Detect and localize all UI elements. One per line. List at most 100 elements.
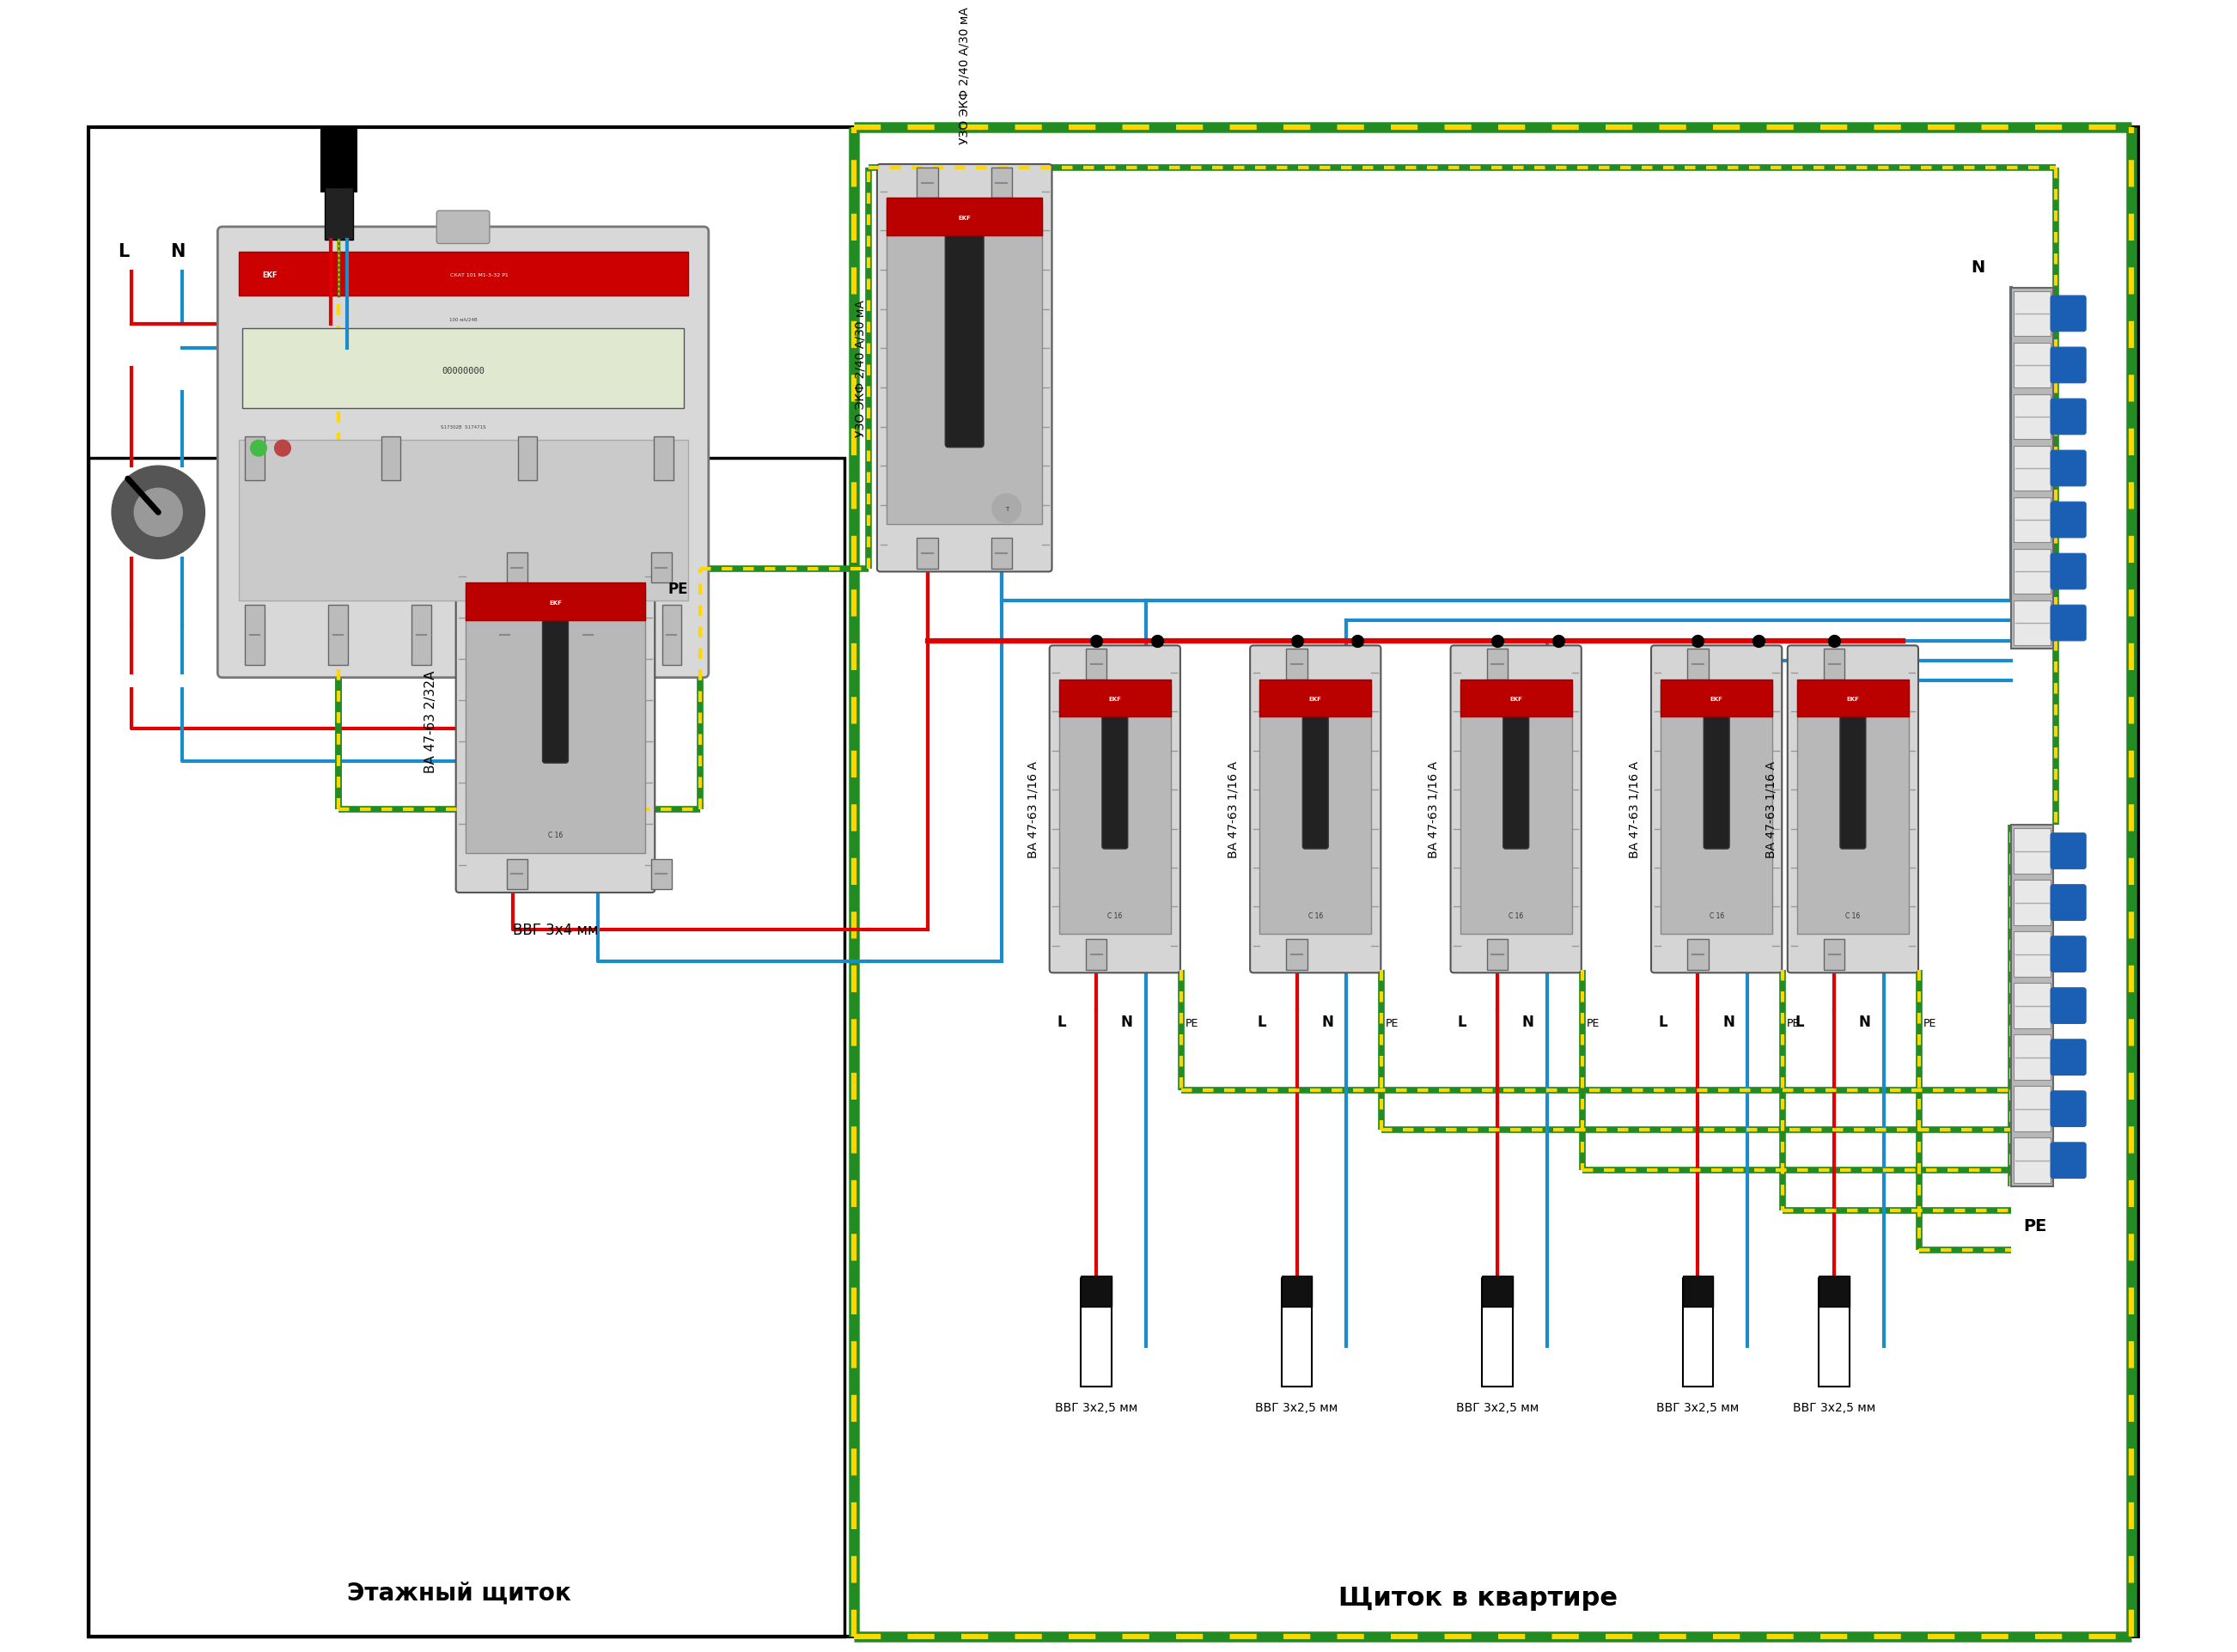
Bar bbox=[1488, 940, 1508, 970]
Bar bbox=[465, 590, 644, 854]
Bar bbox=[1259, 679, 1371, 717]
Bar bbox=[2013, 395, 2051, 439]
Bar bbox=[991, 539, 1011, 568]
Text: УЗО ЭКФ 2/40 А/30 мА: УЗО ЭКФ 2/40 А/30 мА bbox=[855, 301, 866, 438]
Bar bbox=[1282, 1277, 1313, 1307]
Text: N: N bbox=[1521, 1014, 1535, 1029]
Bar bbox=[2013, 344, 2051, 388]
Bar bbox=[412, 605, 432, 666]
Circle shape bbox=[275, 441, 291, 456]
Bar bbox=[1286, 649, 1306, 679]
Text: L: L bbox=[1658, 1014, 1667, 1029]
Bar bbox=[917, 539, 937, 568]
Bar bbox=[1682, 1277, 1714, 1307]
Text: L: L bbox=[119, 243, 130, 259]
FancyBboxPatch shape bbox=[1450, 646, 1582, 973]
Bar bbox=[2011, 289, 2054, 649]
Bar bbox=[465, 583, 644, 621]
Bar bbox=[651, 859, 671, 890]
Bar bbox=[380, 436, 400, 481]
Text: ВА 47-63 1/16 А: ВА 47-63 1/16 А bbox=[1228, 762, 1239, 857]
FancyBboxPatch shape bbox=[2051, 937, 2085, 973]
Text: ВВГ 3х2,5 мм: ВВГ 3х2,5 мм bbox=[1792, 1401, 1875, 1414]
FancyBboxPatch shape bbox=[1103, 707, 1127, 849]
Bar bbox=[579, 605, 597, 666]
FancyBboxPatch shape bbox=[2051, 885, 2085, 920]
Bar bbox=[1058, 679, 1170, 717]
Circle shape bbox=[251, 441, 266, 456]
FancyBboxPatch shape bbox=[2051, 1092, 2085, 1127]
Bar bbox=[2013, 932, 2051, 976]
Text: EKF: EKF bbox=[1309, 695, 1322, 702]
Text: ВА 47-63 1/16 А: ВА 47-63 1/16 А bbox=[1629, 762, 1640, 857]
Bar bbox=[242, 329, 685, 408]
Bar bbox=[239, 441, 687, 601]
Text: PE: PE bbox=[1924, 1018, 1937, 1029]
Bar bbox=[1819, 1277, 1850, 1307]
Text: S17302B  S17471S: S17302B S17471S bbox=[441, 425, 485, 430]
Bar bbox=[2013, 1087, 2051, 1132]
Bar bbox=[991, 169, 1011, 198]
FancyBboxPatch shape bbox=[1503, 707, 1528, 849]
FancyBboxPatch shape bbox=[1250, 646, 1380, 973]
FancyBboxPatch shape bbox=[877, 165, 1051, 572]
Text: 00000000: 00000000 bbox=[441, 367, 485, 375]
Text: C 16: C 16 bbox=[1107, 912, 1123, 919]
Text: Этажный щиток: Этажный щиток bbox=[347, 1581, 570, 1604]
Bar bbox=[2011, 826, 2054, 1186]
Text: EKF: EKF bbox=[1709, 695, 1722, 702]
Text: Щиток в квартире: Щиток в квартире bbox=[1338, 1586, 1617, 1611]
Text: ВА 47-63 1/16 А: ВА 47-63 1/16 А bbox=[1427, 762, 1441, 857]
Text: ВВГ 3х2,5 мм: ВВГ 3х2,5 мм bbox=[1456, 1401, 1539, 1414]
Bar bbox=[244, 605, 264, 666]
Text: EKF: EKF bbox=[548, 600, 561, 605]
Text: ВВГ 3х4 мм: ВВГ 3х4 мм bbox=[512, 922, 597, 937]
FancyBboxPatch shape bbox=[1651, 646, 1783, 973]
FancyBboxPatch shape bbox=[1787, 646, 1919, 973]
FancyBboxPatch shape bbox=[544, 613, 568, 763]
Bar bbox=[2013, 1138, 2051, 1183]
FancyBboxPatch shape bbox=[2051, 502, 2085, 539]
FancyBboxPatch shape bbox=[2051, 296, 2085, 332]
Text: C 16: C 16 bbox=[1846, 912, 1861, 919]
Circle shape bbox=[112, 466, 206, 560]
Bar bbox=[517, 436, 537, 481]
FancyBboxPatch shape bbox=[1049, 646, 1181, 973]
Text: EKF: EKF bbox=[957, 215, 971, 220]
Bar bbox=[506, 553, 528, 583]
Text: N: N bbox=[1322, 1014, 1333, 1029]
Bar bbox=[2013, 292, 2051, 337]
FancyBboxPatch shape bbox=[456, 550, 655, 894]
Text: C 16: C 16 bbox=[1508, 912, 1523, 919]
Text: T: T bbox=[1004, 506, 1009, 512]
Bar bbox=[1080, 1277, 1112, 1307]
Bar bbox=[2013, 601, 2051, 646]
Bar bbox=[886, 198, 1042, 236]
Text: PE: PE bbox=[667, 582, 687, 596]
Bar bbox=[1660, 686, 1772, 933]
Text: L: L bbox=[1459, 1014, 1467, 1029]
Text: C 16: C 16 bbox=[1709, 912, 1725, 919]
Bar bbox=[1488, 649, 1508, 679]
Text: PE: PE bbox=[1186, 1018, 1199, 1029]
Text: EKF: EKF bbox=[1846, 695, 1859, 702]
Text: L: L bbox=[1257, 1014, 1266, 1029]
FancyBboxPatch shape bbox=[436, 211, 490, 244]
Text: ВВГ 3х2,5 мм: ВВГ 3х2,5 мм bbox=[1658, 1401, 1738, 1414]
Bar bbox=[89, 458, 843, 1637]
Bar bbox=[1687, 649, 1709, 679]
FancyBboxPatch shape bbox=[2051, 349, 2085, 383]
Bar bbox=[1085, 649, 1107, 679]
Text: PE: PE bbox=[1385, 1018, 1398, 1029]
Bar bbox=[1461, 679, 1573, 717]
Bar bbox=[1282, 1279, 1313, 1386]
Text: L: L bbox=[1056, 1014, 1065, 1029]
Bar bbox=[1796, 679, 1908, 717]
Bar bbox=[1796, 686, 1908, 933]
Bar bbox=[1682, 1279, 1714, 1386]
Bar bbox=[1823, 940, 1846, 970]
Bar bbox=[2013, 983, 2051, 1029]
Circle shape bbox=[134, 489, 183, 537]
FancyBboxPatch shape bbox=[2051, 451, 2085, 487]
FancyBboxPatch shape bbox=[2051, 834, 2085, 869]
